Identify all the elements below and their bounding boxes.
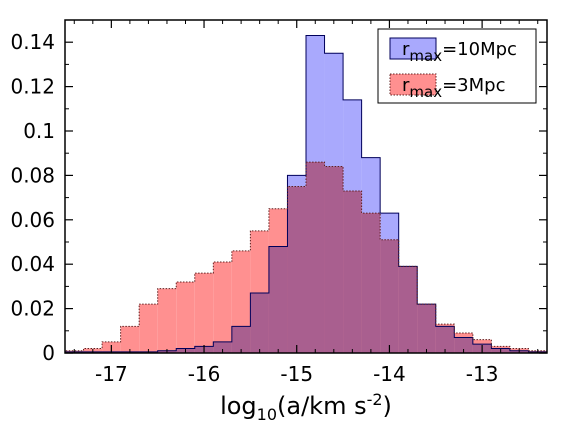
x-tick-label: -17 bbox=[95, 362, 128, 386]
x-axis-label-middle: (a/km s bbox=[277, 392, 367, 420]
x-tick-label: -15 bbox=[280, 362, 313, 386]
x-tick-label: -16 bbox=[188, 362, 221, 386]
histogram-bar-overlap bbox=[250, 293, 269, 353]
x-axis-label-base: log bbox=[220, 392, 257, 420]
legend-label-series-1: rmax=10Mpc bbox=[402, 39, 517, 65]
ticks-layer: -17 -16 -15 -14 -13 0 0.02 0.04 0.06 0.08 0.1 0.12 0… bbox=[10, 20, 547, 386]
histogram-bar-series-2 bbox=[194, 273, 214, 353]
legend-label-subscript: max bbox=[409, 83, 442, 101]
legend-label-rest: =10Mpc bbox=[442, 39, 517, 60]
histogram-bar-series-2 bbox=[213, 261, 232, 353]
y-tick-label: 0.04 bbox=[10, 252, 55, 276]
histogram-bar-overlap bbox=[417, 304, 436, 353]
histogram-bar-overlap bbox=[213, 341, 232, 353]
histogram-bar-series-2 bbox=[120, 326, 140, 353]
histogram-bar-overlap bbox=[398, 266, 418, 353]
y-tick-label: 0.02 bbox=[10, 297, 55, 321]
histogram-bar-overlap bbox=[324, 166, 344, 353]
y-tick-label: 0.12 bbox=[10, 75, 55, 99]
x-axis-label: log10(a/km s-2) bbox=[220, 390, 392, 424]
histogram-bar-series-2 bbox=[157, 288, 177, 353]
legend-label-base: r bbox=[402, 75, 410, 96]
x-axis-label-subscript: 10 bbox=[257, 405, 277, 424]
y-tick-label: 0.1 bbox=[23, 119, 55, 143]
histogram-bar-series-2 bbox=[176, 281, 195, 353]
x-axis-label-end: ) bbox=[383, 392, 392, 420]
y-tick-label: 0 bbox=[42, 341, 55, 365]
bars-layer bbox=[64, 35, 548, 354]
x-tick-label: -13 bbox=[466, 362, 499, 386]
histogram-bar-overlap bbox=[361, 213, 381, 353]
histogram-bar-overlap bbox=[435, 326, 455, 353]
histogram-bar-overlap bbox=[380, 239, 399, 353]
x-tick-label: -14 bbox=[373, 362, 406, 386]
y-tick-label: 0.06 bbox=[10, 208, 55, 232]
histogram-outline-series-1 bbox=[64, 35, 548, 353]
histogram-bar-overlap bbox=[454, 337, 473, 353]
histogram-bar-overlap bbox=[343, 190, 362, 353]
plot-frame bbox=[64, 19, 548, 354]
legend-label-subscript: max bbox=[409, 47, 442, 65]
legend-label-base: r bbox=[402, 39, 410, 60]
histogram-bar-overlap bbox=[287, 186, 306, 353]
x-axis-label-superscript: -2 bbox=[367, 390, 383, 409]
legend-label-rest: =3Mpc bbox=[442, 75, 505, 96]
histogram-bar-overlap bbox=[231, 326, 251, 353]
histogram-bar-series-2 bbox=[139, 304, 158, 353]
legend-swatch-series-2 bbox=[389, 73, 437, 96]
y-tick-label: 0.14 bbox=[10, 30, 55, 54]
histogram-bar-overlap bbox=[306, 162, 325, 353]
histogram-bar-overlap bbox=[268, 246, 288, 353]
legend-swatch-series-1 bbox=[389, 37, 437, 60]
legend-label-series-2: rmax=3Mpc bbox=[402, 75, 505, 101]
y-tick-label: 0.08 bbox=[10, 163, 55, 187]
